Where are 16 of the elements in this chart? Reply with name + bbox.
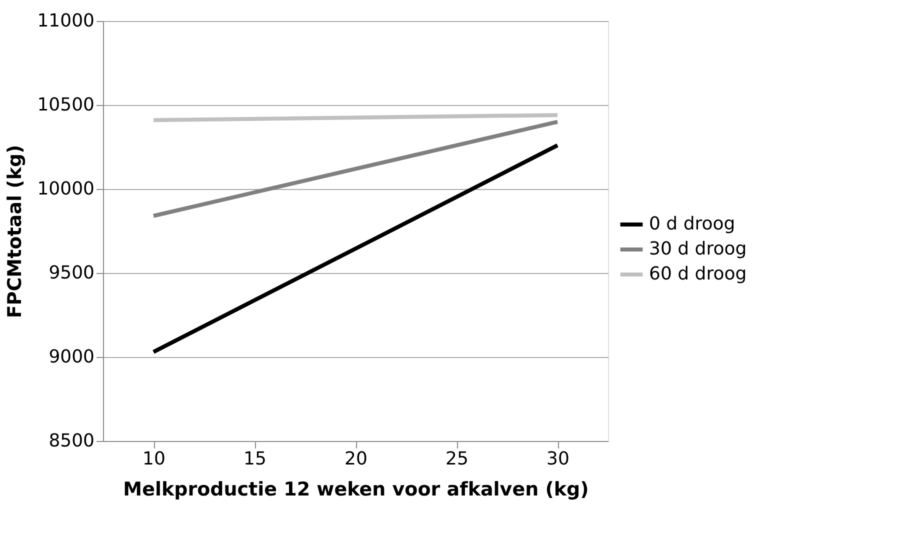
x-tick-label: 10 xyxy=(142,448,166,470)
x-tick-label: 20 xyxy=(344,448,368,470)
y-tick-label: 8500 xyxy=(48,430,94,452)
y-axis-title: FPCMtotaal (kg) xyxy=(4,144,26,318)
legend-label: 0 d droog xyxy=(649,214,736,234)
legend-label: 60 d droog xyxy=(649,264,747,284)
x-tick-label: 25 xyxy=(446,448,468,470)
y-tick-label: 10500 xyxy=(37,94,94,116)
legend-label: 30 d droog xyxy=(649,238,747,260)
y-tick-label: 10000 xyxy=(37,178,94,200)
x-tick-label: 15 xyxy=(244,448,266,470)
y-tick-label: 9500 xyxy=(48,262,94,284)
y-tick-label: 9000 xyxy=(48,346,94,368)
y-tick-label: 11000 xyxy=(37,10,94,32)
x-tick-label: 30 xyxy=(546,448,570,470)
x-axis-title: Melkproductie 12 weken voor afkalven (kg) xyxy=(123,478,589,500)
